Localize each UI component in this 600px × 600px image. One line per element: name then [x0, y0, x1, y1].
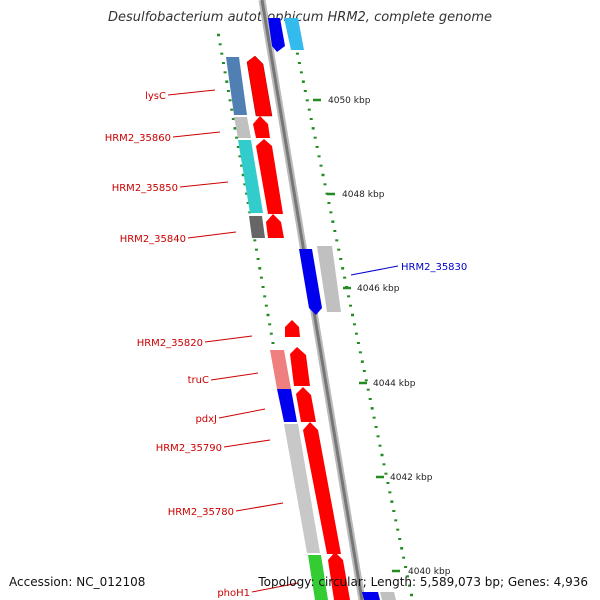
scale-label-4048: 4048 kbp: [342, 190, 385, 200]
feature-35830-gray: [317, 246, 341, 312]
gene-label-truC: truC: [188, 375, 209, 386]
arrow-35850: [256, 139, 283, 214]
gene-label-lysC: lysC: [145, 91, 166, 102]
feature-pdxJ-reverse: [277, 389, 297, 422]
gene-label-HRM2_35850: HRM2_35850: [112, 183, 178, 194]
gene-label-HRM2_35790: HRM2_35790: [156, 443, 222, 454]
forward-track: [246, 55, 350, 600]
gene-label-HRM2_35780: HRM2_35780: [168, 507, 234, 518]
arrow-35820: [285, 320, 300, 337]
accession-text: Accession: NC_012108: [9, 575, 146, 589]
gene-label-HRM2_35860: HRM2_35860: [105, 133, 171, 144]
arrow-truC: [290, 347, 310, 386]
feature-35850-reverse: [238, 140, 263, 213]
gene-label-HRM2_35830: HRM2_35830: [401, 262, 467, 273]
gene-label-HRM2_35840: HRM2_35840: [120, 234, 186, 245]
feature-35840-reverse: [249, 216, 265, 238]
arrow-35790: [303, 422, 341, 554]
scale-label-4040: 4040 kbp: [408, 567, 451, 577]
arrow-pdxJ: [296, 387, 316, 422]
arrow-phoH1: [328, 552, 350, 600]
reverse-track: [226, 57, 328, 600]
scale-label-4046: 4046 kbp: [357, 284, 400, 294]
gene-label-pdxJ: pdxJ: [195, 414, 217, 425]
gene-labels: lysC HRM2_35860 HRM2_35850 HRM2_35840 HR…: [105, 89, 467, 599]
gene-label-HRM2_35820: HRM2_35820: [137, 338, 203, 349]
feature-35830-blue: [299, 249, 322, 315]
arrow-35860: [253, 116, 270, 138]
feature-truC-reverse: [270, 350, 291, 389]
scale-label-4044: 4044 kbp: [373, 379, 416, 389]
feature-35860-reverse: [234, 117, 251, 138]
arrow-35840: [266, 214, 284, 238]
right-features: [268, 18, 396, 600]
gene-label-phoH1: phoH1: [217, 588, 250, 599]
map-title: Desulfobacterium autotrophicum HRM2, com…: [107, 10, 493, 25]
scale-labels: 4050 kbp 4048 kbp 4046 kbp 4044 kbp 4042…: [313, 96, 451, 577]
scale-label-4050: 4050 kbp: [328, 96, 371, 106]
arrow-lysC: [246, 55, 273, 117]
feature-top-blue-light: [284, 18, 304, 50]
scale-label-4042: 4042 kbp: [390, 473, 433, 483]
feature-bottom-gray: [380, 592, 396, 600]
feature-lysC-reverse: [226, 57, 247, 115]
genome-summary-text: Topology: circular; Length: 5,589,073 bp…: [258, 575, 588, 589]
feature-bottom-blue: [362, 592, 380, 600]
feature-green-reverse: [308, 555, 328, 600]
feature-top-blue-dark: [268, 18, 285, 52]
feature-35790-reverse: [284, 424, 320, 553]
